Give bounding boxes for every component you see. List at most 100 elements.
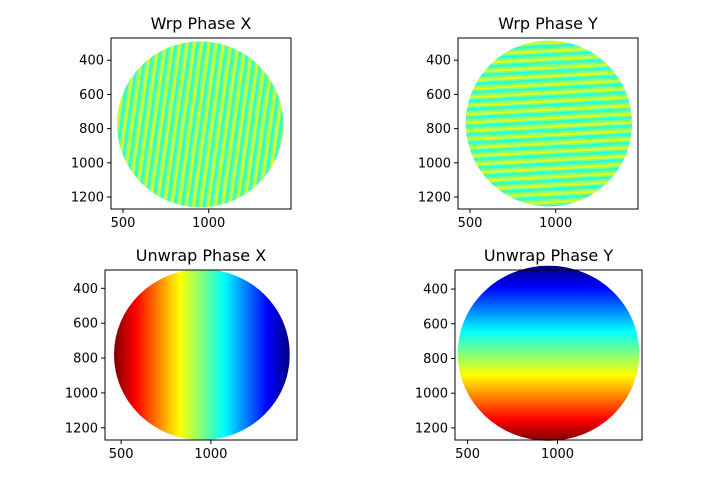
fringe (0, 0, 53, 383)
fringe (117, 41, 204, 208)
fringe (465, 122, 632, 160)
fringe (0, 0, 10, 377)
y-tick-label: 1200 (65, 421, 98, 436)
fringe (255, 0, 712, 34)
gradient-fill (113, 270, 290, 440)
y-tick-label: 800 (79, 122, 104, 137)
fringe (238, 41, 284, 208)
fringe (465, 131, 632, 168)
fringe (465, 47, 632, 84)
y-tick-label: 400 (423, 283, 448, 298)
fringe (0, 0, 32, 380)
fringe (281, 41, 284, 208)
fringe (0, 0, 46, 382)
fringe (465, 40, 632, 76)
fringe (254, 0, 712, 9)
fringe (465, 40, 632, 51)
fringe (381, 0, 467, 441)
fringe (0, 0, 39, 381)
fringe (465, 198, 632, 207)
x-tick-label: 1000 (541, 447, 574, 462)
fringe (465, 181, 632, 207)
subplot-title: Unwrap Phase Y (484, 246, 613, 265)
fringe (465, 189, 632, 207)
y-tick-label: 800 (426, 122, 451, 137)
subplot-title: Wrp Phase X (151, 14, 252, 33)
fringe (465, 72, 632, 110)
y-tick-label: 400 (79, 54, 104, 69)
fringe (465, 106, 632, 143)
fringe (231, 41, 284, 208)
fringe (465, 40, 632, 59)
axes-frame (454, 269, 643, 441)
axes-frame (104, 269, 298, 441)
subplot-4: 500 1000 400 600 800 1000 1200 Unwrap Phase Y (415, 246, 643, 462)
x-tick-label: 500 (111, 216, 136, 231)
axes-frame (110, 37, 292, 210)
fringe (465, 89, 632, 126)
fringe (0, 0, 60, 384)
fringe (345, 0, 431, 436)
y-tick-label: 1200 (71, 191, 104, 206)
fringe (296, 0, 382, 429)
fringe (465, 40, 632, 68)
fringe (465, 164, 632, 202)
y-tick-label: 1000 (65, 386, 98, 401)
fringe (152, 41, 239, 208)
y-tick-label: 1200 (418, 191, 451, 206)
fringe (255, 0, 712, 25)
y-tick-label: 600 (426, 88, 451, 103)
y-tick-label: 400 (426, 54, 451, 69)
phase-map (457, 265, 640, 441)
x-tick-label: 500 (458, 216, 483, 231)
fringe (465, 97, 632, 135)
fringe (0, 0, 25, 379)
fringe (310, 0, 396, 431)
fringe (116, 41, 182, 208)
fringe (138, 41, 225, 208)
fringe (317, 0, 403, 432)
fringe (331, 0, 417, 434)
fringe (116, 41, 168, 208)
fringe (465, 156, 632, 194)
fringe (124, 41, 211, 208)
phase-map (113, 270, 290, 440)
fringe (116, 41, 175, 208)
x-tick-label: 500 (455, 447, 480, 462)
y-tick-label: 1200 (415, 421, 448, 436)
fringe (465, 114, 632, 152)
fringe (465, 55, 632, 93)
fringe (465, 40, 632, 43)
fringe (181, 41, 268, 208)
fringe (174, 41, 261, 208)
gradient-fill (457, 265, 640, 441)
fringe (465, 147, 632, 185)
fringe (116, 41, 189, 208)
y-tick-label: 1000 (415, 387, 448, 402)
fringe (465, 64, 632, 101)
subplot-2: 500 1000 400 600 800 1000 1200 Wrp Phase Y (254, 0, 712, 244)
y-tick-label: 800 (423, 352, 448, 367)
x-tick-label: 1000 (192, 216, 225, 231)
y-tick-label: 800 (73, 352, 98, 367)
fringe (167, 41, 253, 208)
y-tick-label: 600 (423, 317, 448, 332)
x-tick-label: 500 (109, 447, 134, 462)
y-tick-label: 600 (79, 88, 104, 103)
fringe (255, 0, 712, 17)
fringe (202, 41, 284, 208)
fringe (195, 41, 282, 208)
fringe (0, 0, 82, 387)
phase-map (254, 0, 712, 244)
fringe (266, 207, 712, 244)
y-tick-label: 400 (73, 282, 98, 297)
fringe (338, 0, 424, 435)
fringe (0, 0, 3, 376)
fringe (217, 41, 284, 208)
fringe (0, 0, 75, 386)
subplot-3: 500 1000 400 600 800 1000 1200 Unwrap Phase X (65, 246, 298, 462)
fringe (209, 41, 284, 208)
subplot-title: Unwrap Phase X (136, 246, 266, 265)
y-tick-label: 600 (73, 317, 98, 332)
